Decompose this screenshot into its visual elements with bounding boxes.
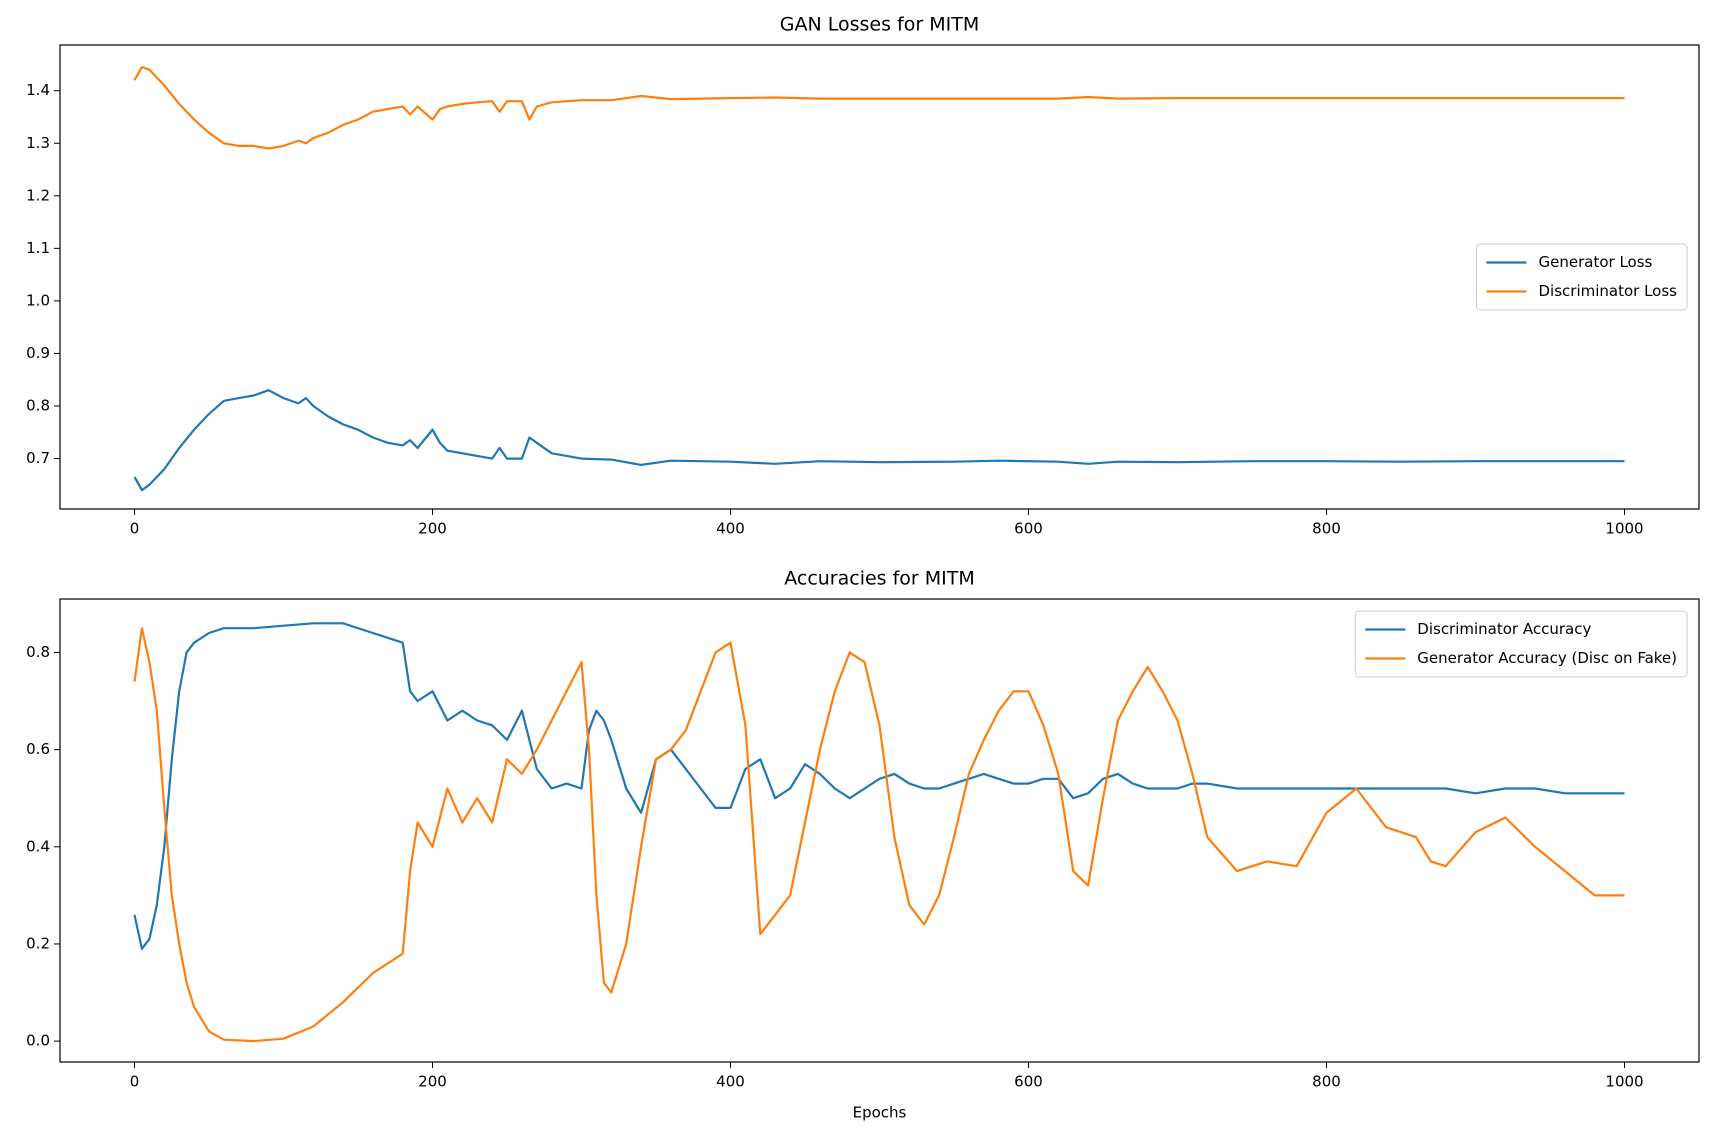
y-tick-label: 1.1 [26,239,50,257]
legend-label: Discriminator Accuracy [1417,620,1591,638]
y-tick-label: 0.4 [26,837,50,855]
x-tick-label: 1000 [1605,520,1643,538]
x-tick-label: 800 [1312,1073,1341,1091]
y-tick-label: 1.0 [26,291,50,309]
y-tick-label: 0.6 [26,740,50,758]
x-tick-label: 0 [130,520,140,538]
y-tick-label: 1.4 [26,81,50,99]
x-tick-label: 1000 [1605,1073,1643,1091]
y-tick-label: 1.2 [26,186,50,204]
y-tick-label: 0.9 [26,344,50,362]
data-line [133,66,1625,150]
y-tick-label: 0.7 [26,449,50,467]
chart-title: GAN Losses for MITM [780,14,979,36]
legend-box [1476,243,1688,311]
x-tick-label: 200 [418,1073,447,1091]
x-tick-label: 400 [716,1073,745,1091]
y-tick-label: 1.3 [26,134,50,152]
y-tick-label: 0.2 [26,934,50,952]
data-line [133,389,1625,492]
data-line [133,627,1625,1043]
plot-frame [59,598,1700,1063]
x-tick-label: 600 [1014,520,1043,538]
data-line [133,622,1625,950]
x-tick-label: 200 [418,520,447,538]
plot-frame [59,44,1700,510]
legend-box [1354,610,1688,678]
x-tick-label: 800 [1312,520,1341,538]
x-axis-label: Epochs [853,1104,907,1122]
y-tick-label: 0.8 [26,397,50,415]
legend-label: Generator Accuracy (Disc on Fake) [1417,649,1677,667]
y-tick-label: 0.0 [26,1032,50,1050]
legend-label: Generator Loss [1539,253,1653,271]
chart-title: Accuracies for MITM [784,568,975,590]
x-tick-label: 0 [130,1073,140,1091]
x-tick-label: 400 [716,520,745,538]
legend-label: Discriminator Loss [1539,282,1678,300]
y-tick-label: 0.8 [26,643,50,661]
x-tick-label: 600 [1014,1073,1043,1091]
